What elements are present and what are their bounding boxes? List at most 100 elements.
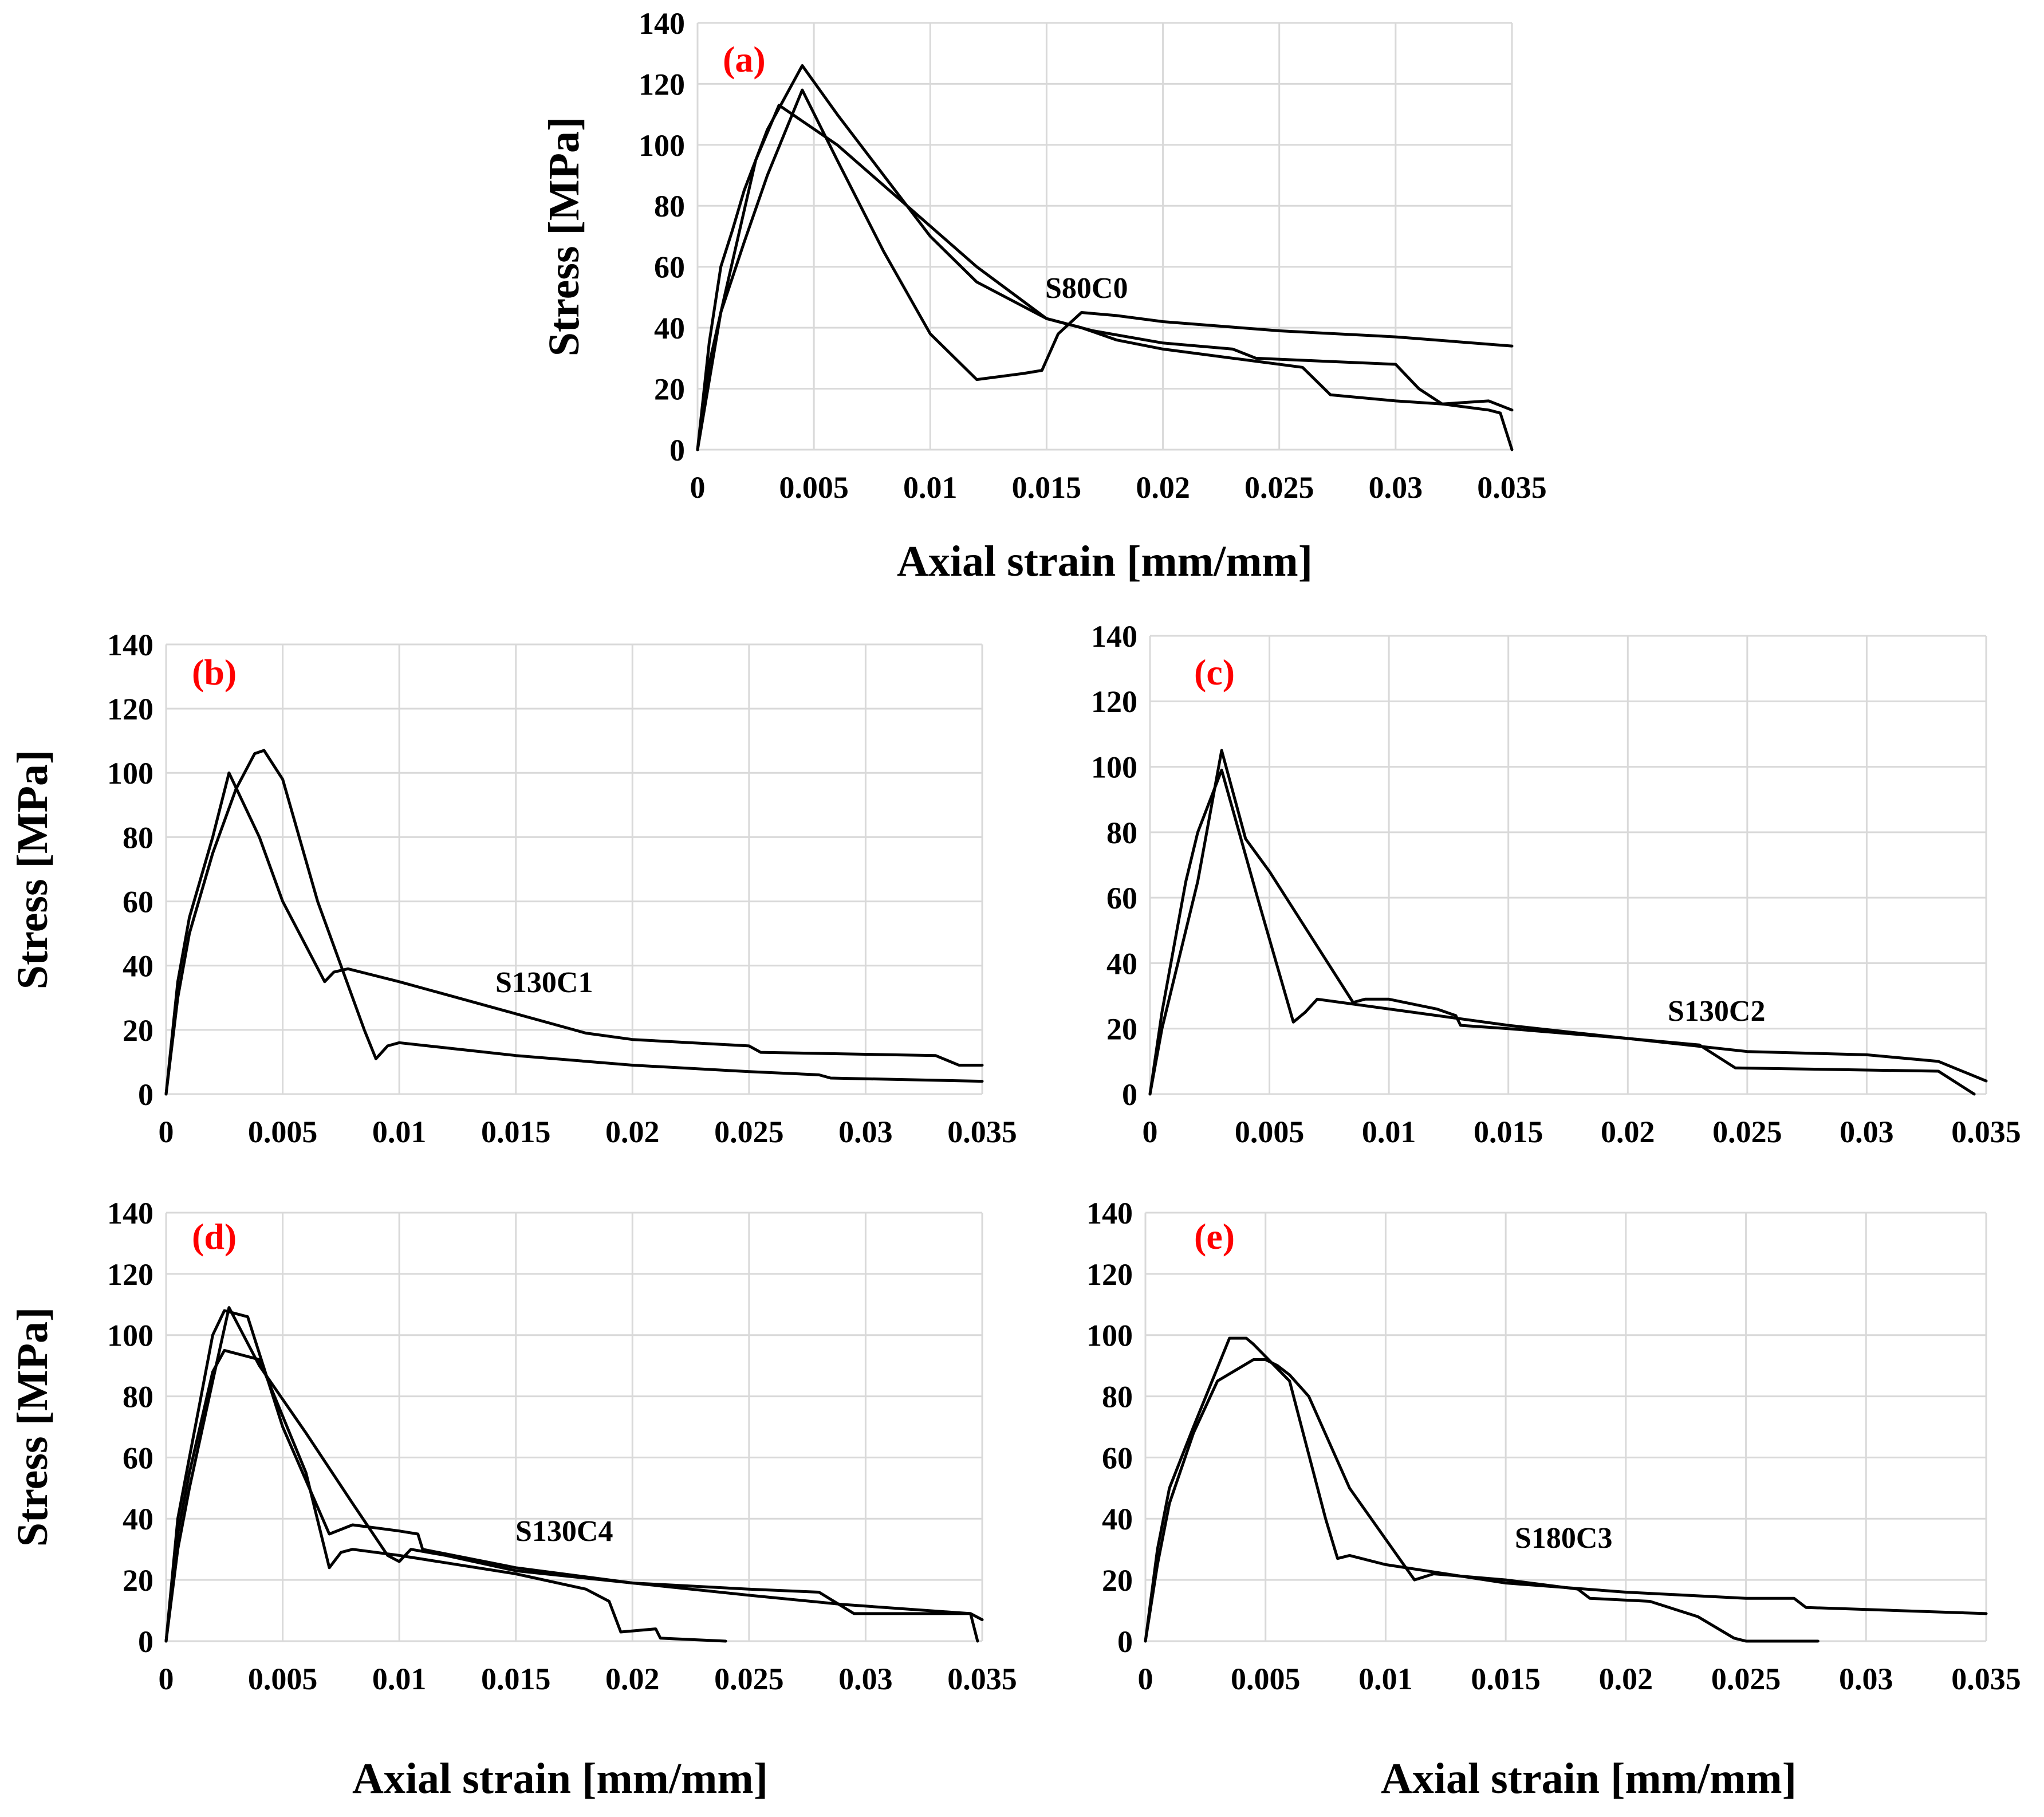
panel-e-y-tick-label: 100: [1086, 1319, 1133, 1353]
panel-e-x-tick-label: 0: [1138, 1662, 1153, 1696]
panel-c-x-tick-label: 0.015: [1474, 1115, 1543, 1149]
panel-c-label: (c): [1194, 652, 1235, 693]
panel-b-y-tick-label: 20: [123, 1013, 153, 1048]
panel-e-x-tick-label: 0.005: [1231, 1662, 1301, 1696]
panel-c-ticks: 0 20 40 60 80 100 120 140 0 0.005 0.01 0.015 0.02 0.0…: [1091, 619, 2021, 1149]
panel-a-grid: [696, 22, 1513, 451]
panel-a-label: (a): [723, 39, 766, 80]
panel-e-series-curve-2: [1144, 1358, 1819, 1643]
panel-e-x-tick-label: 0.015: [1471, 1662, 1541, 1696]
panel-e-y-tick-label: 40: [1102, 1502, 1133, 1536]
panel-e-curves: [1144, 1336, 1988, 1643]
panel-c-x-tick-label: 0.01: [1362, 1115, 1416, 1149]
panel-c-y-tick-label: 100: [1091, 750, 1137, 784]
panel-c-y-tick-label: 20: [1106, 1012, 1137, 1047]
panel-e-chart: 0 20 40 60 80 100 120 140 0 0.005 0.01 0.015 0.02 0.0…: [1086, 1196, 2021, 1803]
panel-c-y-tick-label: 120: [1091, 685, 1137, 719]
panel-b-ticks: 0 20 40 60 80 100 120 140 0 0.005 0.01 0.015 0.02 0.0…: [107, 628, 1017, 1149]
panel-c-y-tick-label: 60: [1106, 881, 1137, 915]
panel-a-series-curve-2: [696, 88, 1514, 451]
panel-e-y-tick-label: 0: [1117, 1625, 1133, 1659]
panel-b-y-tick-label: 40: [123, 949, 153, 984]
panel-c-grid: [1149, 635, 1987, 1095]
panel-e-specimen-label: S180C3: [1515, 1522, 1612, 1555]
panel-c-series-curve-1: [1148, 768, 1988, 1096]
panel-a-x-tick-label: 0.025: [1244, 470, 1314, 505]
panel-d-y-tick-label: 40: [123, 1502, 153, 1536]
panel-d-x-tick-label: 0.03: [838, 1662, 893, 1696]
panel-b-label: (b): [192, 652, 237, 693]
panel-a-y-axis-title: Stress [MPa]: [540, 117, 588, 357]
panel-d-y-axis-title: Stress [MPa]: [9, 1307, 57, 1547]
panel-e-y-tick-label: 20: [1102, 1563, 1133, 1598]
panel-e-plot-area: [1145, 1213, 1986, 1641]
panel-d-y-tick-label: 140: [107, 1196, 153, 1230]
panel-a-x-axis-title: Axial strain [mm/mm]: [897, 537, 1313, 585]
panel-d-x-tick-label: 0: [159, 1662, 174, 1696]
panel-b-y-axis-title: Stress [MPa]: [9, 750, 57, 990]
panel-a-y-tick-label: 0: [669, 433, 685, 467]
panel-a-y-tick-label: 80: [654, 189, 685, 223]
panel-b-specimen-label: S130C1: [495, 966, 593, 999]
panel-a-series-curve-3: [696, 104, 1514, 451]
panel-c-chart: 0 20 40 60 80 100 120 140 0 0.005 0.01 0.015 0.02 0.0…: [1091, 619, 2021, 1149]
panel-e-x-axis-title: Axial strain [mm/mm]: [1381, 1755, 1797, 1803]
panel-a-y-tick-label: 20: [654, 372, 685, 406]
panel-d-x-tick-label: 0.035: [947, 1662, 1017, 1696]
panel-a-x-tick-label: 0.02: [1136, 470, 1190, 505]
panel-c-x-tick-label: 0.03: [1840, 1115, 1894, 1149]
panel-b-y-tick-label: 0: [138, 1077, 153, 1112]
panel-c-series-curve-2: [1148, 749, 1976, 1096]
panel-c-y-tick-label: 80: [1106, 816, 1137, 850]
panel-e-x-tick-label: 0.035: [1951, 1662, 2021, 1696]
panel-d-series-curve-1: [164, 1309, 984, 1643]
panel-b-chart: 0 20 40 60 80 100 120 140 0 0.005 0.01 0.015 0.02 0.0…: [9, 628, 1017, 1149]
panel-e-grid: [1144, 1212, 1987, 1642]
panel-b-plot-area: [166, 644, 982, 1094]
panel-a-ticks: 0 20 40 60 80 100 120 140 0 0.005 0.01 0.015 0.02 0.0…: [639, 6, 1547, 505]
panel-b-y-tick-label: 100: [107, 756, 153, 790]
panel-a-y-tick-label: 60: [654, 250, 685, 285]
panel-c-y-tick-label: 0: [1122, 1077, 1137, 1112]
panel-d-x-tick-label: 0.025: [714, 1662, 784, 1696]
panel-b-y-tick-label: 120: [107, 692, 153, 726]
panel-b-grid: [165, 643, 983, 1095]
panel-e-x-tick-label: 0.025: [1711, 1662, 1781, 1696]
panel-e-x-tick-label: 0.03: [1839, 1662, 1893, 1696]
panel-a-plot-area: [698, 23, 1512, 450]
panel-a-curves: [696, 64, 1514, 451]
panel-a-series-curve-1: [696, 64, 1514, 451]
panel-e-ticks: 0 20 40 60 80 100 120 140 0 0.005 0.01 0.015 0.02 0.0…: [1086, 1196, 2021, 1696]
panel-c-curves: [1148, 749, 1988, 1096]
panel-b-x-tick-label: 0: [159, 1115, 174, 1149]
panel-d-grid: [165, 1212, 983, 1642]
panel-d-label: (d): [192, 1216, 237, 1257]
panel-b-x-tick-label: 0.02: [605, 1115, 660, 1149]
panel-b-x-tick-label: 0.025: [714, 1115, 784, 1149]
panel-c-specimen-label: S130C2: [1668, 995, 1765, 1028]
panel-e-x-tick-label: 0.01: [1358, 1662, 1413, 1696]
panel-c-x-tick-label: 0.02: [1601, 1115, 1655, 1149]
panel-a-y-tick-label: 100: [639, 128, 685, 163]
panel-b-x-tick-label: 0.005: [248, 1115, 318, 1149]
panel-a-x-tick-label: 0.015: [1012, 470, 1082, 505]
panel-e-series-curve-1: [1144, 1336, 1988, 1643]
panel-c-plot-area: [1150, 636, 1986, 1094]
panel-d-curves: [164, 1306, 984, 1643]
panel-d-specimen-label: S130C4: [515, 1515, 613, 1548]
panel-d-chart: 0 20 40 60 80 100 120 140 0 0.005 0.01 0.015 0.02 0.0…: [9, 1196, 1017, 1803]
panel-b-y-tick-label: 140: [107, 628, 153, 662]
panel-c-x-tick-label: 0.025: [1712, 1115, 1782, 1149]
panel-b-series-curve-1: [164, 749, 984, 1096]
panel-a-y-tick-label: 40: [654, 311, 685, 345]
panel-d-y-tick-label: 20: [123, 1563, 153, 1598]
panel-d-y-tick-label: 0: [138, 1625, 153, 1659]
panel-d-x-tick-label: 0.015: [481, 1662, 551, 1696]
panel-b-series-curve-2: [164, 771, 984, 1096]
panel-b-x-tick-label: 0.035: [947, 1115, 1017, 1149]
panel-d-series-curve-3: [164, 1306, 979, 1643]
panel-a-specimen-label: S80C0: [1045, 272, 1128, 305]
panel-b-x-tick-label: 0.03: [838, 1115, 893, 1149]
panel-b-x-tick-label: 0.01: [372, 1115, 427, 1149]
panel-c-x-tick-label: 0: [1143, 1115, 1158, 1149]
